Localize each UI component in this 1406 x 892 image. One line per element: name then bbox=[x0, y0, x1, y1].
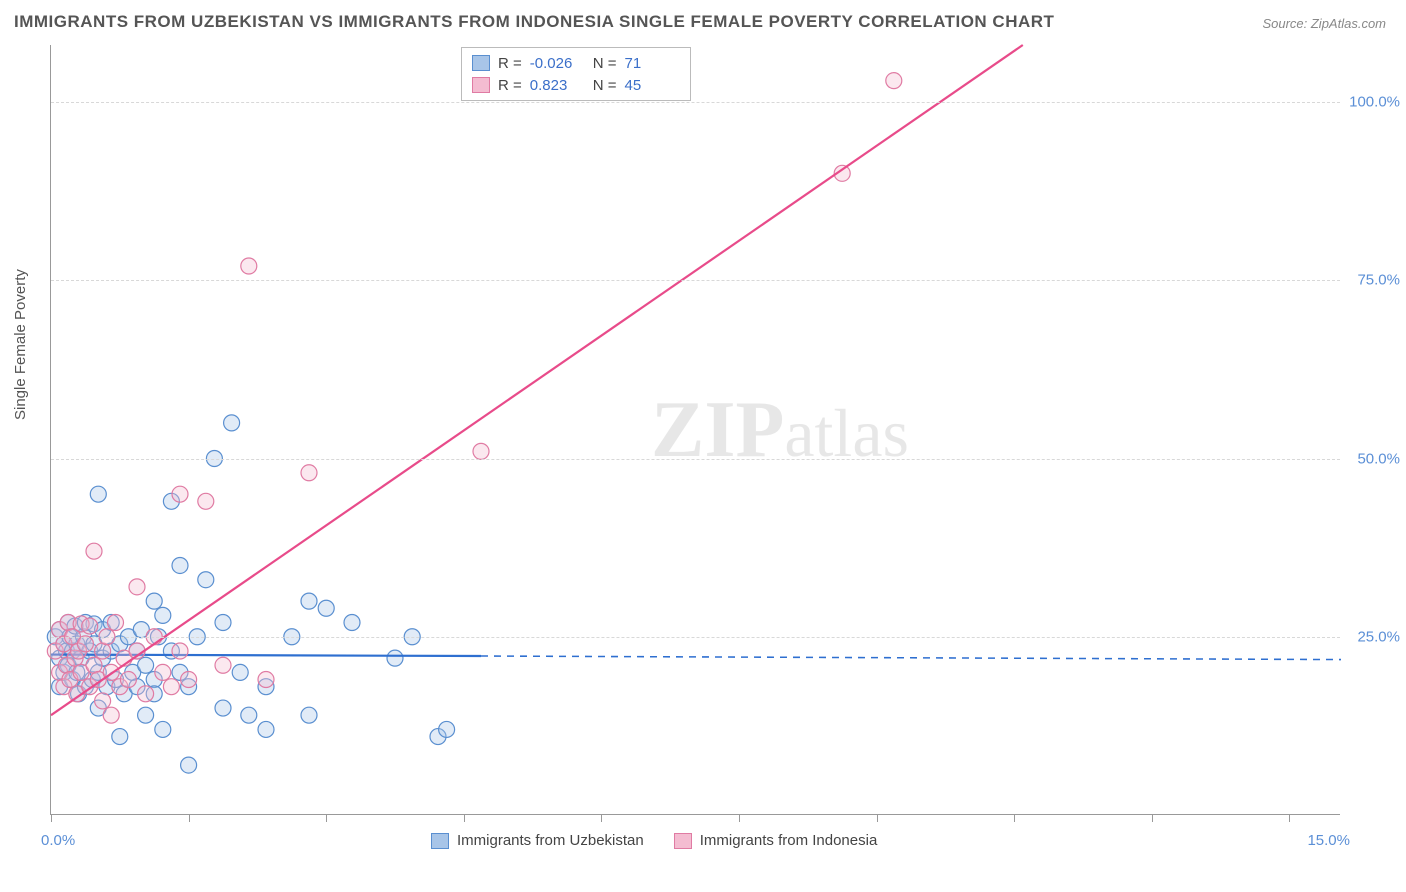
legend-item-uzbekistan: Immigrants from Uzbekistan bbox=[431, 832, 644, 849]
grid-line bbox=[51, 637, 1340, 638]
scatter-point bbox=[86, 657, 102, 673]
scatter-point bbox=[439, 721, 455, 737]
scatter-point bbox=[138, 686, 154, 702]
scatter-point bbox=[82, 618, 98, 634]
y-axis-label: Single Female Poverty bbox=[12, 269, 29, 420]
legend-n-label: N = bbox=[593, 55, 617, 72]
scatter-point bbox=[215, 700, 231, 716]
legend-r-value-indonesia: 0.823 bbox=[530, 77, 585, 94]
x-tick bbox=[1014, 814, 1015, 822]
scatter-point bbox=[258, 721, 274, 737]
x-tick bbox=[877, 814, 878, 822]
regression-line-extrapolated bbox=[481, 656, 1341, 660]
chart-svg bbox=[51, 45, 1340, 814]
legend-label-indonesia: Immigrants from Indonesia bbox=[700, 832, 878, 849]
scatter-point bbox=[232, 664, 248, 680]
swatch-indonesia bbox=[674, 833, 692, 849]
x-tick bbox=[601, 814, 602, 822]
scatter-point bbox=[95, 643, 111, 659]
scatter-point bbox=[138, 707, 154, 723]
scatter-point bbox=[198, 493, 214, 509]
scatter-point bbox=[155, 664, 171, 680]
scatter-point bbox=[138, 657, 154, 673]
scatter-point bbox=[95, 693, 111, 709]
scatter-point bbox=[301, 593, 317, 609]
scatter-point bbox=[146, 593, 162, 609]
scatter-point bbox=[344, 615, 360, 631]
scatter-point bbox=[155, 721, 171, 737]
scatter-point bbox=[886, 73, 902, 89]
x-tick bbox=[189, 814, 190, 822]
y-tick-label: 25.0% bbox=[1357, 628, 1400, 645]
scatter-point bbox=[241, 258, 257, 274]
scatter-point bbox=[172, 486, 188, 502]
x-tick bbox=[51, 814, 52, 822]
legend-row-indonesia: R = 0.823 N = 45 bbox=[472, 74, 680, 96]
x-axis-label-min: 0.0% bbox=[41, 832, 75, 849]
swatch-indonesia bbox=[472, 77, 490, 93]
legend-r-label: R = bbox=[498, 55, 522, 72]
scatter-point bbox=[258, 672, 274, 688]
legend-label-uzbekistan: Immigrants from Uzbekistan bbox=[457, 832, 644, 849]
scatter-point bbox=[172, 557, 188, 573]
scatter-point bbox=[108, 615, 124, 631]
scatter-point bbox=[155, 607, 171, 623]
grid-line bbox=[51, 459, 1340, 460]
x-tick bbox=[1152, 814, 1153, 822]
legend-row-uzbekistan: R = -0.026 N = 71 bbox=[472, 52, 680, 74]
source-attribution: Source: ZipAtlas.com bbox=[1262, 16, 1386, 31]
scatter-point bbox=[120, 672, 136, 688]
grid-line bbox=[51, 102, 1340, 103]
scatter-point bbox=[112, 729, 128, 745]
scatter-point bbox=[215, 657, 231, 673]
scatter-point bbox=[86, 543, 102, 559]
legend-n-label: N = bbox=[593, 77, 617, 94]
legend-n-value-indonesia: 45 bbox=[625, 77, 680, 94]
x-tick bbox=[739, 814, 740, 822]
plot-area: ZIPatlas R = -0.026 N = 71 R = 0.823 N =… bbox=[50, 45, 1340, 815]
legend-n-value-uzbekistan: 71 bbox=[625, 55, 680, 72]
legend-r-value-uzbekistan: -0.026 bbox=[530, 55, 585, 72]
scatter-point bbox=[318, 600, 334, 616]
legend-correlation: R = -0.026 N = 71 R = 0.823 N = 45 bbox=[461, 47, 691, 101]
scatter-point bbox=[198, 572, 214, 588]
scatter-point bbox=[163, 679, 179, 695]
scatter-point bbox=[172, 643, 188, 659]
grid-line bbox=[51, 280, 1340, 281]
regression-line bbox=[51, 45, 1023, 715]
y-tick-label: 75.0% bbox=[1357, 272, 1400, 289]
scatter-point bbox=[241, 707, 257, 723]
y-tick-label: 50.0% bbox=[1357, 450, 1400, 467]
scatter-point bbox=[181, 757, 197, 773]
y-tick-label: 100.0% bbox=[1349, 94, 1400, 111]
x-tick bbox=[464, 814, 465, 822]
swatch-uzbekistan bbox=[472, 55, 490, 71]
scatter-point bbox=[215, 615, 231, 631]
swatch-uzbekistan bbox=[431, 833, 449, 849]
scatter-point bbox=[129, 579, 145, 595]
scatter-point bbox=[387, 650, 403, 666]
scatter-point bbox=[301, 465, 317, 481]
x-tick bbox=[326, 814, 327, 822]
scatter-point bbox=[77, 636, 93, 652]
scatter-point bbox=[473, 443, 489, 459]
legend-item-indonesia: Immigrants from Indonesia bbox=[674, 832, 878, 849]
legend-series: Immigrants from Uzbekistan Immigrants fr… bbox=[431, 832, 877, 849]
x-tick bbox=[1289, 814, 1290, 822]
scatter-point bbox=[181, 672, 197, 688]
regression-line bbox=[51, 655, 481, 656]
scatter-point bbox=[90, 486, 106, 502]
chart-title: IMMIGRANTS FROM UZBEKISTAN VS IMMIGRANTS… bbox=[14, 12, 1054, 32]
scatter-point bbox=[301, 707, 317, 723]
legend-r-label: R = bbox=[498, 77, 522, 94]
scatter-point bbox=[103, 707, 119, 723]
x-axis-label-max: 15.0% bbox=[1307, 832, 1350, 849]
scatter-point bbox=[224, 415, 240, 431]
